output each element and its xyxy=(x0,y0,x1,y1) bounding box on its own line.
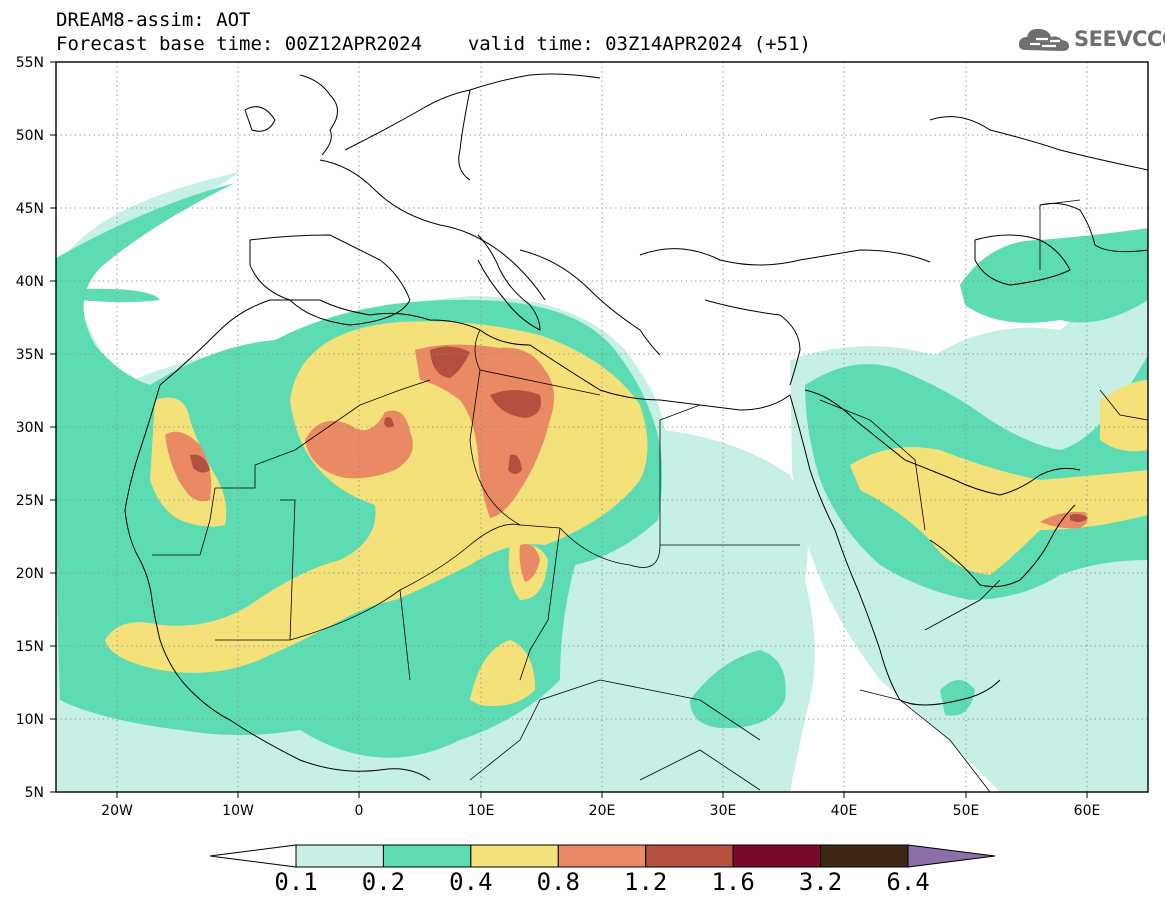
colorbar-arrow-high xyxy=(907,844,996,868)
lon-label: 50E xyxy=(953,803,980,819)
colorbar-segment xyxy=(645,844,734,868)
latitude-labels: 5N 10N 15N 20N 25N 30N 35N 40N 45N 50N 5… xyxy=(16,55,44,801)
colorbar-label: 0.4 xyxy=(449,868,493,896)
colorbar-label: 1.6 xyxy=(711,868,755,896)
colorbar-segment xyxy=(820,844,909,868)
colorbar-label: 6.4 xyxy=(886,868,930,896)
lat-label: 40N xyxy=(16,274,44,290)
colorbar-label: 0.2 xyxy=(361,868,406,896)
aot-level-0.8 xyxy=(165,344,1088,582)
colorbar-label: 1.2 xyxy=(624,868,668,896)
colorbar-label: 0.8 xyxy=(536,868,580,896)
colorbar-label: 3.2 xyxy=(798,868,843,896)
lat-label: 35N xyxy=(16,347,44,363)
logo-text: SEEVCCC xyxy=(1074,27,1165,51)
cloud-icon xyxy=(1018,28,1069,51)
colorbar-segment xyxy=(382,844,472,868)
lat-label: 5N xyxy=(25,785,44,801)
lat-label: 45N xyxy=(16,201,44,217)
seevccc-logo: SEEVCCC xyxy=(1016,24,1165,54)
country-borders xyxy=(152,199,1148,792)
colorbar-label: 0.1 xyxy=(274,868,318,896)
lat-label: 30N xyxy=(16,420,44,436)
lon-label: 60E xyxy=(1074,803,1101,819)
lon-label: 0 xyxy=(355,803,364,819)
colorbar xyxy=(209,844,996,868)
lon-label: 40E xyxy=(831,803,858,819)
lon-label: 30E xyxy=(710,803,737,819)
coastlines xyxy=(124,73,1148,781)
time-info: Forecast base time: 00Z12APR2024 valid t… xyxy=(56,34,811,54)
lat-label: 25N xyxy=(16,493,44,509)
base-time: Forecast base time: 00Z12APR2024 xyxy=(56,33,423,55)
colorbar-segment xyxy=(295,844,384,868)
colorbar-segment xyxy=(470,844,559,868)
colorbar-labels: 0.1 0.2 0.4 0.8 1.2 1.6 3.2 6.4 xyxy=(0,868,1165,898)
aot-level-1.2 xyxy=(190,346,1088,523)
valid-time: valid time: 03Z14APR2024 (+51) xyxy=(467,33,811,55)
lon-label: 10E xyxy=(468,803,495,819)
lat-label: 55N xyxy=(16,55,44,71)
colorbar-arrow-low xyxy=(209,844,297,868)
lon-label: 10W xyxy=(222,803,254,819)
tick-marks xyxy=(50,61,1088,798)
lon-label: 20W xyxy=(101,803,133,819)
lon-label: 20E xyxy=(589,803,616,819)
map-title: DREAM8-assim: AOT xyxy=(56,9,251,31)
graticule xyxy=(56,62,1148,792)
longitude-labels: 20W 10W 0 10E 20E 30E 40E 50E 60E xyxy=(101,803,1100,819)
colorbar-segment xyxy=(732,844,822,868)
lat-label: 20N xyxy=(16,566,44,582)
lat-label: 15N xyxy=(16,639,44,655)
lat-label: 10N xyxy=(16,712,44,728)
colorbar-segment xyxy=(557,844,647,868)
lat-label: 50N xyxy=(16,128,44,144)
aot-field xyxy=(56,172,1148,792)
